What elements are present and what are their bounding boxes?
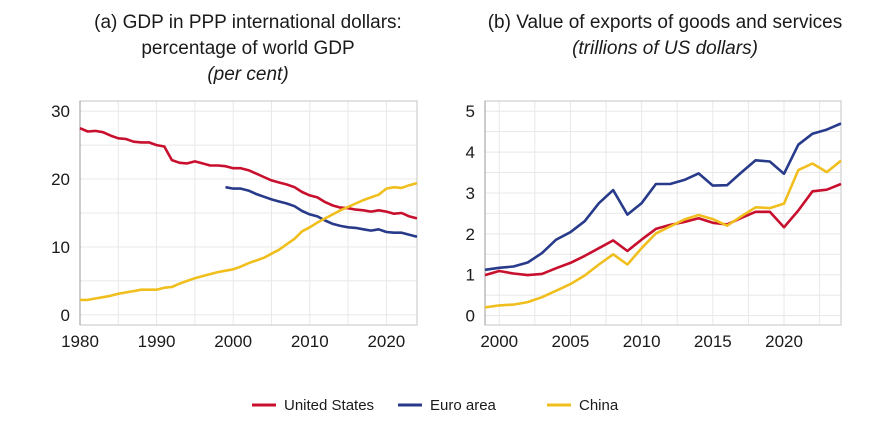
- panel-a-x-tick-label: 2000: [214, 332, 252, 351]
- panel-b-exports: (b) Value of exports of goods and servic…: [466, 12, 843, 351]
- panel-b-y-tick-label: 2: [466, 225, 475, 244]
- panel-b-title: (b) Value of exports of goods and servic…: [488, 12, 843, 33]
- panel-b-subtitle: (trillions of US dollars): [572, 38, 758, 59]
- panel-a-title-line-1: (a) GDP in PPP international dollars:: [94, 12, 402, 33]
- legend-label-euro-area: Euro area: [430, 397, 497, 414]
- panel-a-x-tick-label: 2010: [291, 332, 329, 351]
- panel-a-subtitle: (per cent): [207, 64, 288, 85]
- panel-a-x-tick-label: 1990: [138, 332, 176, 351]
- panel-b-y-tick-label: 1: [466, 266, 475, 285]
- panel-a-y-tick-label: 20: [51, 170, 70, 189]
- panel-a-y-tick-label: 10: [51, 238, 70, 257]
- panel-b-x-tick-label: 2015: [694, 332, 732, 351]
- panel-a-x-tick-label: 1980: [61, 332, 99, 351]
- panel-b-y-tick-label: 4: [466, 143, 475, 162]
- panel-b-y-tick-label: 5: [466, 102, 475, 121]
- panel-a-y-tick-label: 30: [51, 102, 70, 121]
- legend-label-united-states: United States: [284, 397, 374, 414]
- panel-a-series-united-states: [79, 127, 418, 220]
- legend: United States Euro area China: [252, 397, 619, 414]
- panel-b-x-tick-label: 2020: [765, 332, 803, 351]
- panel-b-y-tick-label: 3: [466, 184, 475, 203]
- legend-label-china: China: [579, 397, 619, 414]
- panel-a-x-tick-label: 2020: [367, 332, 405, 351]
- panel-a-series-china: [80, 181, 418, 302]
- panel-a-gdp-share: (a) GDP in PPP international dollars: pe…: [51, 12, 418, 351]
- panel-b-x-tick-label: 2010: [623, 332, 661, 351]
- panel-a-y-tick-label: 0: [61, 306, 70, 325]
- panel-b-series-euro-area: [484, 122, 842, 272]
- panel-a-title-line-2: percentage of world GDP: [141, 38, 354, 59]
- panel-b-series-china: [484, 159, 842, 309]
- panel-a-series-euro-area: [225, 185, 418, 239]
- panel-b-series-united-states: [484, 182, 842, 277]
- panel-b-x-tick-label: 2005: [552, 332, 590, 351]
- panel-b-y-tick-label: 0: [466, 307, 475, 326]
- panel-b-x-tick-label: 2000: [480, 332, 518, 351]
